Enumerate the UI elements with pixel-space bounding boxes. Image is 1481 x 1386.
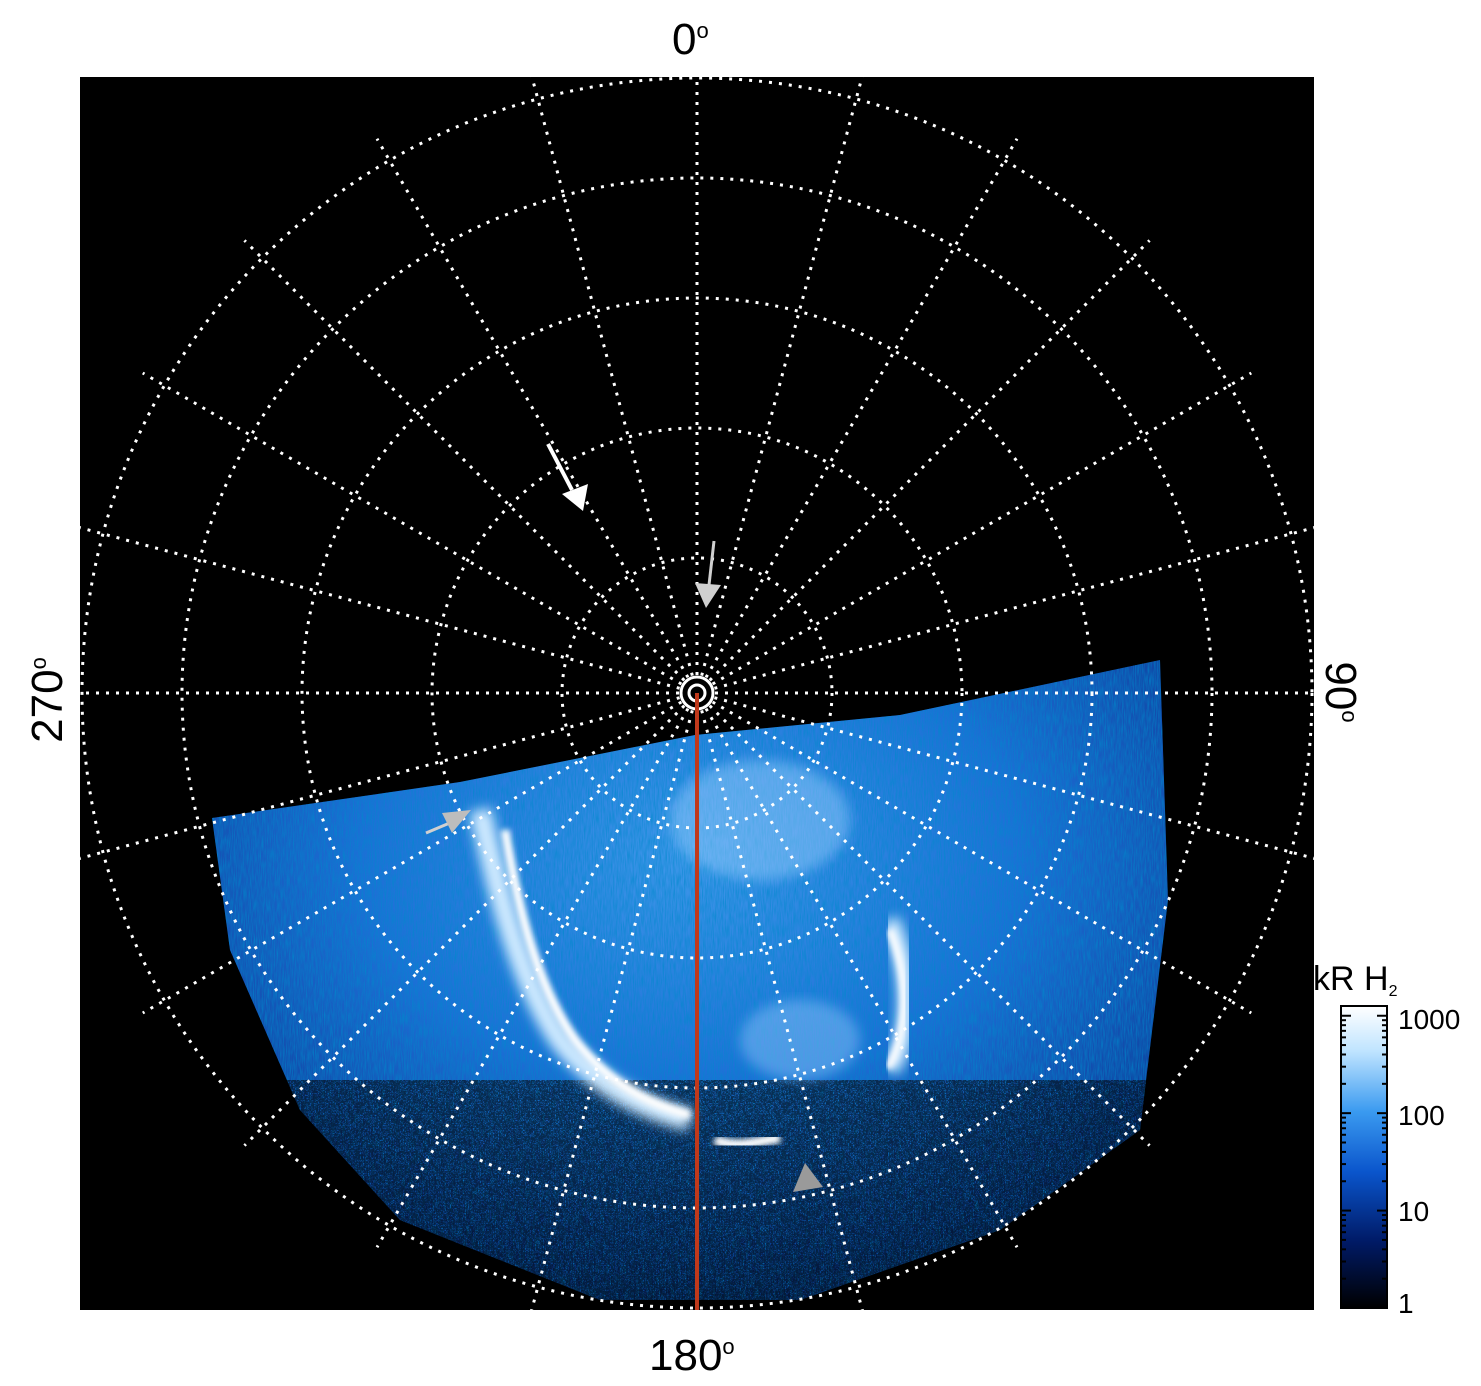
colorbar-tick-100: 100 bbox=[1398, 1100, 1445, 1131]
gray-arrow-top bbox=[695, 540, 721, 608]
longitude-line bbox=[700, 77, 864, 677]
longitude-line bbox=[141, 700, 683, 1015]
longitude-label-270: 270o bbox=[23, 657, 72, 743]
longitude-line bbox=[375, 137, 690, 679]
longitude-line bbox=[711, 371, 1253, 686]
longitude-line bbox=[141, 371, 683, 686]
white-arrow bbox=[546, 443, 588, 511]
longitude-grid bbox=[80, 77, 1314, 1310]
colorbar-tick-1: 1 bbox=[1398, 1288, 1414, 1319]
longitude-line bbox=[80, 696, 681, 860]
longitude-line bbox=[704, 707, 1019, 1249]
longitude-line bbox=[700, 709, 864, 1310]
colorbar-title: kR H2 bbox=[1313, 960, 1398, 1000]
longitude-line bbox=[375, 707, 690, 1249]
longitude-line bbox=[708, 704, 1151, 1147]
longitude-line bbox=[713, 696, 1314, 860]
longitude-line bbox=[713, 526, 1314, 690]
gray-arrow-bottom bbox=[793, 1163, 823, 1192]
longitude-line bbox=[80, 526, 681, 690]
longitude-label-90: 90o bbox=[1316, 661, 1365, 723]
gray-arrow-left bbox=[425, 810, 471, 835]
longitude-line bbox=[708, 239, 1151, 682]
longitude-line bbox=[711, 700, 1253, 1015]
longitude-line bbox=[530, 77, 694, 677]
colorbar-minor-ticks bbox=[1341, 1014, 1387, 1309]
longitude-line bbox=[704, 137, 1019, 679]
longitude-line bbox=[530, 709, 694, 1310]
longitude-label-0: 0o bbox=[672, 15, 709, 64]
longitude-label-180: 180o bbox=[649, 1331, 735, 1380]
colorbar-tick-1000: 1000 bbox=[1398, 1004, 1461, 1035]
colorbar bbox=[1340, 1005, 1388, 1309]
longitude-line bbox=[243, 239, 686, 682]
colorbar-tick-10: 10 bbox=[1398, 1196, 1430, 1227]
longitude-line bbox=[243, 704, 686, 1147]
